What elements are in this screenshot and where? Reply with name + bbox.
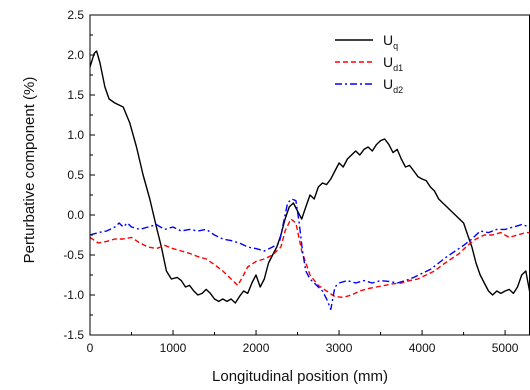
- y-tick-label: -1.0: [63, 288, 84, 302]
- axis-ticks-group: [89, 14, 506, 336]
- y-tick-label: 1.5: [67, 88, 84, 102]
- x-tick-label: 0: [87, 341, 94, 355]
- y-tick-label: 1.0: [67, 128, 84, 142]
- y-tick-label: 2.0: [67, 48, 84, 62]
- legend-label-uq: Uq: [383, 32, 398, 51]
- legend: Uq Ud1 Ud2: [335, 32, 403, 95]
- x-tick-label: 1000: [160, 341, 187, 355]
- series-line-ud2: [90, 198, 530, 311]
- series-line-uq: [90, 50, 530, 304]
- y-axis-title: Perturbative component (%): [21, 77, 38, 264]
- y-tick-label: 0.5: [67, 168, 84, 182]
- x-tick-label: 2000: [243, 341, 270, 355]
- y-tick-label: 2.5: [67, 8, 84, 22]
- legend-label-ud1: Ud1: [383, 54, 403, 73]
- x-axis-title: Longitudinal position (mm): [212, 368, 388, 385]
- y-tick-label: -1.5: [63, 328, 84, 342]
- y-tick-label: -0.5: [63, 248, 84, 262]
- tick-labels-group: 0 1000 2000 3000 4000 5000 -1.5 -1.0 -0.5 0.0 0.5 1…: [63, 8, 518, 355]
- plot-area-frame: [89, 14, 530, 336]
- x-tick-label: 5000: [492, 341, 519, 355]
- series-line-ud1: [90, 218, 530, 299]
- legend-label-ud2: Ud2: [383, 76, 403, 95]
- x-tick-label: 3000: [326, 341, 353, 355]
- plot-series-group: [90, 50, 530, 311]
- y-tick-label: 0.0: [67, 208, 84, 222]
- x-tick-label: 4000: [409, 341, 436, 355]
